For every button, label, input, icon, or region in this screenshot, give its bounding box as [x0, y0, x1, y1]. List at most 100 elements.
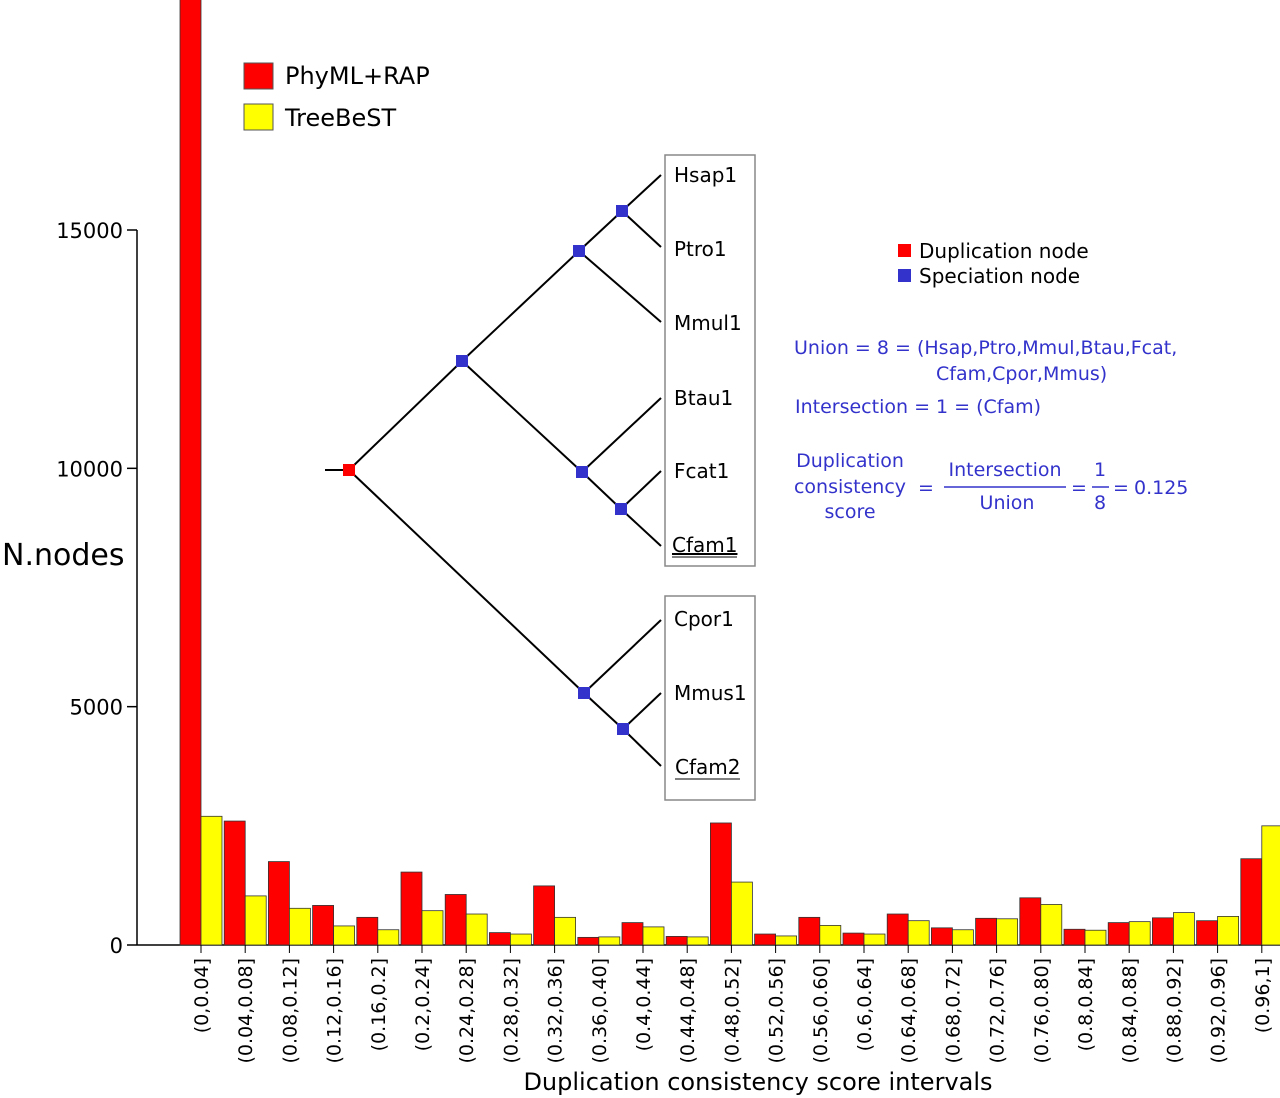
x-tick-label: (0.56,0.60]: [810, 958, 832, 1063]
speciation-node-swatch: [898, 269, 911, 282]
bar-phyml-rap: [267, 861, 290, 946]
equals-sign: =: [918, 477, 934, 499]
leaf-label: Ptro1: [674, 237, 727, 261]
bar-phyml-rap: [312, 905, 335, 946]
bar-phyml-rap: [975, 917, 997, 946]
intersection-line: Intersection = 1 = (Cfam): [795, 396, 1041, 418]
x-tick-label: (0.24,0.28]: [456, 958, 478, 1063]
bar-treebest: [996, 918, 1018, 946]
bar-phyml-rap: [665, 936, 688, 946]
x-tick-label: (0.52,0.56]: [766, 958, 788, 1063]
bar-phyml-rap: [400, 871, 423, 946]
x-tick-label: (0.96,1]: [1252, 958, 1274, 1033]
bar-phyml-rap: [754, 933, 776, 946]
bar-treebest: [686, 936, 709, 946]
bar-treebest: [1173, 912, 1195, 946]
fraction-numerator: 1: [1094, 459, 1106, 481]
x-tick-label: (0.88,0.92]: [1163, 958, 1185, 1063]
speciation-node: [615, 503, 627, 515]
bar-phyml-rap: [577, 936, 600, 946]
leaf-label: Mmul1: [674, 311, 742, 335]
tree-branches: [325, 174, 662, 767]
y-tick-label: 10000: [56, 457, 123, 481]
y-tick-label: 15000: [56, 219, 123, 243]
bar-treebest: [642, 926, 665, 946]
bar-phyml-rap: [533, 885, 555, 946]
bar-treebest: [509, 933, 532, 946]
bar-phyml-rap: [842, 932, 865, 946]
x-tick-label: (0.48,0.52]: [721, 958, 743, 1063]
score-label-2: consistency: [794, 476, 906, 498]
bar-treebest: [465, 913, 488, 946]
leaf-label: Cfam2: [675, 755, 740, 779]
bar-phyml-rap: [798, 916, 821, 946]
duplication-node-swatch: [898, 244, 911, 257]
x-tick-label: (0.84,0.88]: [1119, 958, 1141, 1063]
bar-phyml-rap: [1063, 928, 1086, 946]
score-value: 0.125: [1134, 477, 1188, 499]
speciation-node: [576, 466, 588, 478]
bar-phyml-rap: [444, 894, 467, 946]
leaf-box-1: [664, 154, 756, 567]
x-tick-label: (0.8,0.84]: [1075, 958, 1097, 1051]
x-tick-label: (0.08,0.12]: [279, 958, 301, 1063]
leaf-label: Btau1: [674, 386, 733, 410]
tree-diagram: Hsap1 Ptro1 Mmul1 Btau1 Fcat1 Cfam1 Cpor…: [325, 154, 756, 801]
x-tick-label: (0.2,0.24]: [412, 958, 434, 1051]
leaf-label: Hsap1: [674, 163, 737, 187]
bar-treebest: [288, 907, 311, 946]
bar-phyml-rap: [356, 916, 379, 946]
bar-treebest: [333, 925, 356, 946]
legend: PhyML+RAP TreeBeST: [243, 62, 430, 132]
fraction-denominator: Union: [980, 492, 1035, 514]
x-tick-label: (0.6,0.64]: [854, 958, 876, 1051]
x-tick-label: (0.12,0.16]: [324, 958, 346, 1063]
leaf-label: Fcat1: [674, 459, 729, 483]
y-tick-label: 5000: [70, 696, 123, 720]
bar-phyml-rap: [710, 822, 732, 946]
bar-phyml-rap: [488, 932, 511, 946]
x-axis-title: Duplication consistency score intervals: [523, 1068, 992, 1096]
y-ticks: 0 5000 10000 15000: [56, 219, 137, 958]
bar-phyml-rap: [223, 820, 246, 946]
speciation-node: [616, 205, 628, 217]
bar-phyml-rap: [886, 913, 909, 946]
bar-treebest: [952, 929, 974, 946]
bar-treebest: [244, 895, 267, 946]
legend-swatch-phyml: [243, 62, 274, 90]
y-axis-title: N.nodes: [2, 538, 124, 573]
x-tick-label: (0.28,0.32]: [500, 958, 522, 1063]
bar-treebest: [377, 929, 400, 946]
x-tick-label: (0.72,0.76]: [987, 958, 1009, 1063]
bar-treebest: [863, 933, 886, 946]
bar-treebest: [1128, 921, 1151, 946]
node-legend-speciation: Speciation node: [919, 264, 1080, 288]
x-tick-label: (0.76,0.80]: [1031, 958, 1053, 1063]
speciation-node: [573, 245, 585, 257]
bar-treebest: [1261, 825, 1280, 946]
bar-treebest: [1084, 929, 1107, 946]
x-tick-label: (0.44,0.48]: [677, 958, 699, 1063]
score-label-3: score: [824, 501, 875, 523]
legend-label-treebest: TreeBeST: [284, 104, 396, 132]
union-line-2: Cfam,Cpor,Mmus): [936, 363, 1107, 385]
node-legend: Duplication node Speciation node: [898, 239, 1089, 288]
x-tick-label: (0.64,0.68]: [898, 958, 920, 1063]
bar-treebest: [200, 815, 223, 946]
bar-phyml-rap: [621, 922, 644, 946]
bar-treebest: [598, 936, 621, 946]
bar-treebest: [775, 935, 797, 946]
score-label-1: Duplication: [796, 450, 904, 472]
bar-treebest: [731, 881, 753, 946]
bar-phyml-rap: [1152, 917, 1174, 946]
x-tick-label: (0.92,0.96]: [1208, 958, 1230, 1063]
speciation-node: [456, 355, 468, 367]
duplication-node: [343, 464, 355, 476]
bar-treebest: [1217, 916, 1239, 946]
bar-treebest: [554, 916, 576, 946]
leaf-label: Cpor1: [674, 607, 734, 631]
x-tick-label: (0.36,0.40]: [589, 958, 611, 1063]
x-tick-label: (0,0.04]: [191, 958, 213, 1033]
